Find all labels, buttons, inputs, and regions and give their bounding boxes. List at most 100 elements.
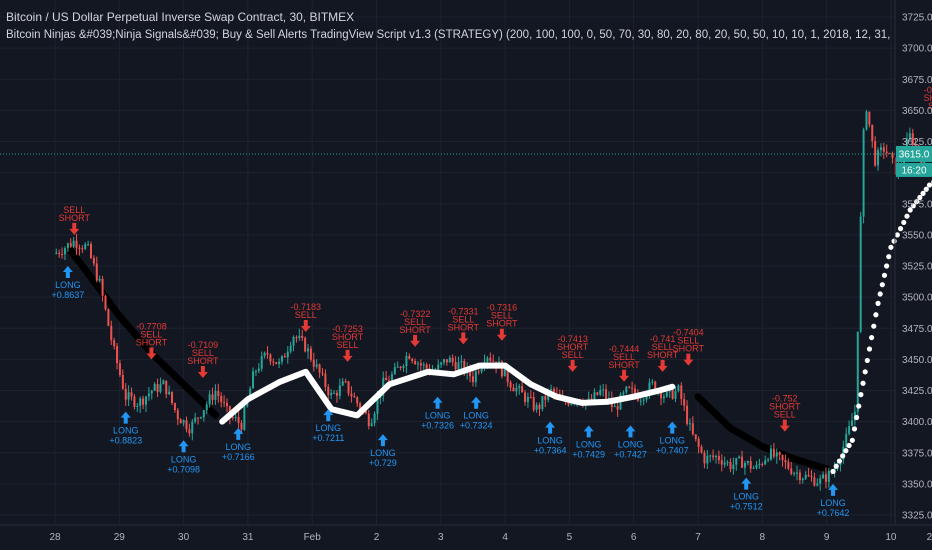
trail-dot [846, 442, 852, 449]
candle-body [214, 390, 217, 400]
short-arrow-icon [683, 353, 694, 366]
trail-dot [891, 238, 897, 244]
candle-body [130, 392, 133, 397]
long-arrow-icon [377, 434, 388, 447]
candle-body [862, 129, 865, 217]
candle-body [283, 355, 286, 358]
candle-body [813, 477, 816, 486]
candle-body [113, 340, 116, 347]
price-tick-label: 3450.0 [902, 355, 932, 366]
long-signal-label: LONG [425, 411, 451, 421]
candle-body [448, 357, 451, 363]
short-signal-value: -0.7404 [673, 328, 704, 338]
short-signal-label: SHORT [448, 322, 480, 332]
trail-dot [907, 207, 913, 213]
short-signal-label: SHORT [136, 337, 168, 347]
short-signal-label: SELL [491, 311, 513, 321]
long-signal-label: LONG [576, 439, 602, 449]
long-signal-label: LONG [537, 436, 563, 446]
candle-body [680, 385, 683, 400]
long-arrow-icon [545, 421, 556, 434]
current-price-box [896, 145, 932, 162]
short-signal-label: SHORT [647, 350, 679, 360]
trail-dot [920, 190, 926, 196]
candle-body [139, 398, 142, 406]
candle-body [266, 352, 269, 355]
long-signal-value: +0.7429 [572, 449, 605, 459]
candle-body [272, 361, 275, 363]
candle-body [445, 359, 448, 363]
candle-body [341, 381, 344, 386]
short-signal-label: SELL [677, 336, 699, 346]
candle-body [529, 396, 532, 398]
price-tick-label: 3700.0 [902, 44, 932, 55]
candle-body [252, 371, 255, 389]
short-signal-label: SHORT [187, 356, 219, 366]
short-signal-label: SHORT [332, 332, 364, 342]
candle-body [295, 337, 298, 339]
candle-body [729, 461, 732, 470]
trend-line-segment [694, 393, 831, 473]
candle-body [506, 368, 509, 383]
short-signal-value: -0.7322 [400, 309, 431, 319]
time-tick-label: 2 [374, 532, 380, 543]
candle-body [376, 398, 379, 414]
short-signal-value: -0.7109 [188, 340, 219, 350]
candle-body [596, 392, 599, 395]
candle-body [211, 394, 214, 400]
candle-body [769, 448, 772, 460]
short-arrow-icon [496, 328, 507, 341]
time-tick-label: 4 [502, 532, 508, 543]
candle-body [775, 452, 778, 457]
candle-body [385, 377, 388, 381]
candle-series [55, 109, 932, 491]
candle-body [437, 364, 440, 371]
candle-body [804, 474, 807, 479]
candle-body [526, 396, 529, 402]
candle-body [144, 396, 147, 405]
candle-body [746, 461, 749, 463]
short-signal-label: SHORT [59, 213, 91, 223]
candle-body [84, 244, 87, 249]
price-tick-label: 3625.0 [902, 137, 932, 148]
candle-body [182, 420, 185, 424]
price-tick-label: 3525.0 [902, 262, 932, 273]
trail-dot [910, 203, 917, 209]
candle-body [694, 434, 697, 439]
candle-body [888, 152, 891, 154]
current-price-label: 3615.0 [899, 149, 930, 160]
long-arrow-icon [625, 425, 636, 438]
candle-body [486, 357, 489, 362]
price-tick-label: 3725.0 [902, 13, 932, 24]
candle-body [827, 470, 830, 482]
candle-body [72, 240, 75, 247]
candle-body [327, 386, 330, 396]
short-signal-label: SELL [140, 329, 162, 339]
candle-body [752, 467, 755, 469]
candle-body [356, 397, 359, 404]
candle-body [269, 354, 272, 362]
candle-body [350, 393, 353, 397]
candle-body [471, 376, 474, 383]
candle-body [859, 216, 862, 332]
candle-body [414, 361, 417, 365]
candle-body [816, 483, 819, 486]
candle-body [419, 363, 422, 366]
long-signal-label: LONG [820, 498, 846, 508]
price-tick-label: 3550.0 [902, 230, 932, 241]
candle-body [304, 337, 307, 352]
trail-dot [851, 426, 858, 432]
candle-body [908, 133, 911, 140]
long-arrow-icon [471, 396, 482, 409]
short-signal-label: SELL [404, 317, 426, 327]
trail-dot [884, 263, 890, 269]
candle-body [509, 382, 512, 388]
long-signal-value: +0.7326 [421, 421, 454, 431]
trail-dot [879, 282, 885, 288]
candle-body [98, 278, 101, 281]
candle-body [767, 459, 770, 461]
candle-body [801, 478, 804, 481]
time-axis[interactable]: 28 29 30 31 Feb 2 3 4 5 6 7 8 9 10 20:30 [49, 532, 932, 543]
candle-body [914, 144, 917, 146]
